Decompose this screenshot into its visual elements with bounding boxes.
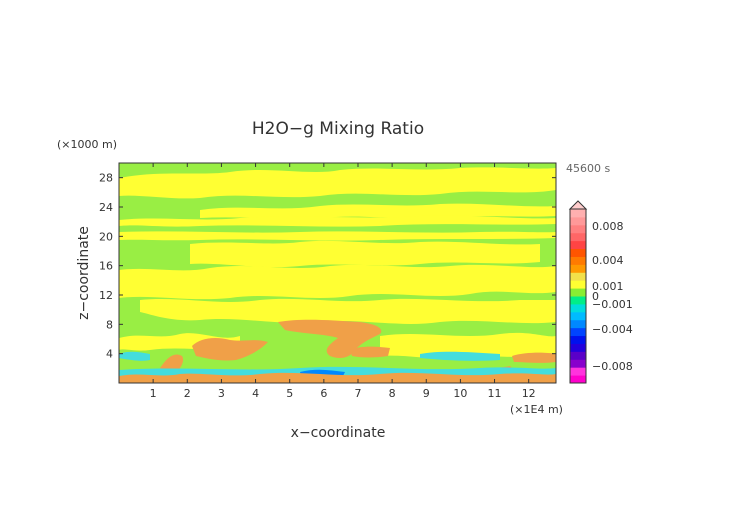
x-tick-label: 4: [252, 387, 259, 400]
x-tick-label: 11: [488, 387, 502, 400]
contour-field: [119, 163, 556, 383]
colorbar-swatch: [570, 343, 586, 352]
contour-region: [192, 338, 268, 361]
contour-region: [140, 298, 556, 324]
x-tick-label: 2: [184, 387, 191, 400]
colorbar-label: 0.001: [592, 280, 624, 293]
x-tick-label: 8: [389, 387, 396, 400]
colorbar-extend-arrow: [568, 200, 588, 210]
colorbar-swatch: [570, 272, 586, 281]
colorbar-swatch: [570, 216, 586, 226]
contour-region: [350, 346, 390, 358]
colorbar-swatch: [570, 232, 586, 242]
contour-region: [119, 231, 556, 241]
colorbar-swatch: [570, 351, 586, 360]
y-tick-label: 16: [99, 260, 113, 273]
y-axis-label: z−coordinate: [76, 226, 92, 320]
colorbar-swatch: [570, 367, 586, 376]
x-tick-label: 6: [320, 387, 327, 400]
y-tick-label: 24: [99, 201, 113, 214]
colorbar-swatch: [570, 224, 586, 234]
colorbar-swatch: [570, 303, 586, 313]
colorbar-label: −0.001: [592, 298, 633, 311]
x-tick-label: 5: [286, 387, 293, 400]
colorbar-label: −0.004: [592, 323, 633, 336]
colorbar-label: 0.008: [592, 220, 624, 233]
colorbar-swatch: [570, 375, 586, 384]
colorbar-swatch: [570, 248, 586, 257]
x-tick-label: 12: [522, 387, 536, 400]
contour-region: [200, 203, 556, 219]
colorbar-swatch: [570, 264, 586, 273]
x-tick-label: 9: [423, 387, 430, 400]
y-tick-label: 4: [106, 348, 113, 361]
x-unit-label: (×1E4 m): [510, 403, 563, 416]
contour-region: [119, 264, 556, 300]
colorbar-swatch: [570, 256, 586, 265]
colorbar-label: 0.004: [592, 254, 624, 267]
colorbar-frame: [569, 208, 587, 384]
x-tick-label: 10: [453, 387, 467, 400]
x-tick-label: 1: [150, 387, 157, 400]
x-axis: 1 2 3 4 5 6 7 8 9 10 11 12: [150, 163, 536, 400]
y-unit-label: (×1000 m): [57, 138, 117, 151]
x-axis-label: x−coordinate: [291, 425, 386, 441]
y-tick-label: 20: [99, 230, 113, 243]
y-tick-label: 12: [99, 289, 113, 302]
contour-region: [380, 332, 556, 360]
colorbar-swatch: [570, 359, 586, 368]
colorbar-swatch: [570, 311, 586, 321]
plot-frame: [118, 162, 557, 384]
colorbar-swatch: [570, 296, 586, 305]
time-label: 45600 s: [566, 162, 610, 175]
contour-region: [119, 167, 556, 199]
contour-region: [190, 240, 540, 268]
contour-region: [119, 372, 556, 383]
colorbar-swatch: [570, 327, 586, 337]
colorbar-label: −0.008: [592, 360, 633, 373]
y-tick-label: 8: [106, 318, 113, 331]
x-tick-label: 7: [354, 387, 361, 400]
contour-region: [119, 351, 150, 361]
colorbar-swatch: [570, 280, 586, 289]
chart-title: H2O−g Mixing Ratio: [252, 119, 424, 139]
x-tick-label: 3: [218, 387, 225, 400]
colorbar-swatch: [570, 335, 586, 344]
y-tick-label: 28: [99, 172, 113, 185]
contour-region: [420, 351, 500, 361]
y-axis: 4 8 12 16 20 24 28: [99, 172, 556, 361]
colorbar-swatch: [570, 209, 586, 218]
contour-region: [119, 215, 556, 227]
colorbar-swatch: [570, 240, 586, 250]
colorbar-swatch: [570, 288, 586, 297]
colorbar: [568, 200, 588, 384]
colorbar-swatch: [570, 319, 586, 329]
colorbar-label: 0: [592, 290, 599, 303]
contour-region: [512, 352, 556, 363]
